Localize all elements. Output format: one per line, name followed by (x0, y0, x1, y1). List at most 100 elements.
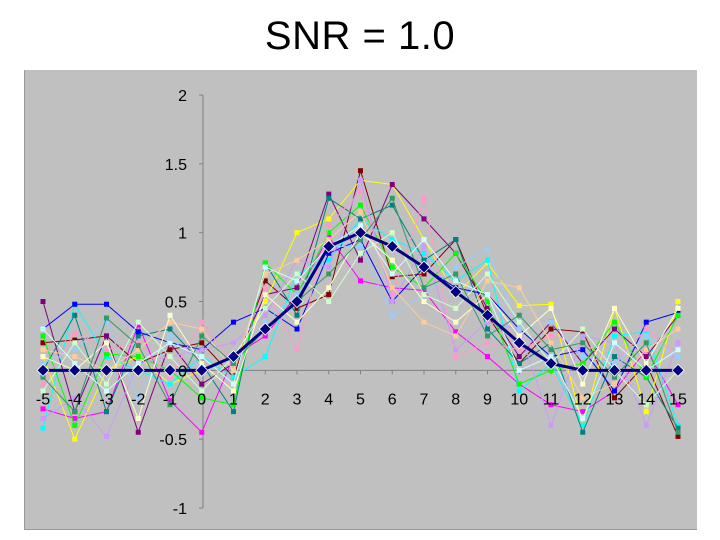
x-tick-label: -4 (68, 391, 82, 408)
series-point (548, 354, 554, 360)
series-point (516, 285, 522, 291)
series-point (453, 237, 459, 243)
series-point (643, 326, 649, 332)
series-point (72, 354, 78, 360)
series-point (262, 271, 268, 277)
series-point (104, 381, 109, 387)
series-point (548, 301, 554, 307)
series-point (262, 264, 268, 270)
series-point (453, 271, 459, 277)
series-point (72, 330, 78, 336)
series-point (421, 243, 427, 249)
x-tick-label: 2 (261, 391, 270, 408)
series-point (294, 285, 300, 291)
y-tick-label: 1 (178, 226, 187, 243)
series-point (548, 333, 554, 339)
series-point (453, 347, 459, 353)
series-point (326, 257, 332, 263)
series-point (262, 354, 268, 360)
series-point (421, 257, 427, 263)
series-point (548, 367, 554, 373)
series-point (643, 402, 649, 408)
series-point (262, 292, 268, 298)
series-point (453, 305, 459, 311)
series-point (262, 312, 268, 318)
series-point (40, 347, 46, 353)
series-point (135, 354, 141, 360)
series-point (453, 264, 459, 270)
x-tick-label: 12 (574, 391, 592, 408)
series-point (135, 360, 141, 366)
series-point (262, 260, 268, 266)
series-point (72, 422, 78, 428)
series-point (612, 388, 617, 394)
series-point (231, 402, 236, 408)
mean-point-diamond (131, 363, 145, 377)
axes (42, 94, 679, 509)
x-tick-label: 7 (420, 391, 429, 408)
series-point (580, 429, 586, 435)
series-point (104, 409, 109, 415)
x-tick-label: 5 (356, 391, 365, 408)
series-point (72, 416, 78, 422)
series-point (104, 351, 109, 357)
series-point (675, 422, 681, 428)
series-point (358, 202, 363, 208)
series-point (40, 388, 46, 394)
series-point (358, 216, 363, 222)
x-tick-label: 3 (293, 391, 302, 408)
series-point (485, 271, 490, 277)
mean-point-diamond (449, 285, 463, 299)
series-point (40, 333, 46, 339)
series-point (326, 191, 332, 197)
series-point (643, 422, 649, 428)
series-point (40, 416, 46, 422)
series-point (294, 271, 300, 277)
x-tick-label: 6 (388, 391, 397, 408)
series-point (516, 347, 522, 353)
series-point (231, 319, 236, 325)
series-point (580, 395, 586, 401)
series-point (675, 429, 681, 435)
series-point (104, 319, 109, 325)
series-point (104, 347, 109, 353)
series-point (421, 299, 427, 304)
series-point (516, 326, 522, 332)
series-point (294, 347, 300, 353)
series-point (199, 381, 205, 387)
series-point (326, 195, 332, 201)
series-point (167, 381, 173, 387)
series-point (485, 278, 490, 284)
series-point (612, 333, 617, 339)
series-point (167, 398, 173, 404)
series-point (453, 319, 459, 325)
series-point (580, 326, 586, 332)
series-point (104, 388, 109, 394)
series-point (231, 374, 236, 380)
series-point (167, 333, 173, 339)
series-point (40, 406, 46, 412)
series-point (675, 354, 681, 360)
series-point (389, 195, 395, 201)
series-point (104, 301, 109, 307)
series-point (453, 278, 459, 284)
mean-series (36, 226, 685, 377)
series-point (485, 305, 490, 311)
series-point (516, 333, 522, 339)
x-tick-label: 15 (669, 391, 687, 408)
series-point (389, 285, 395, 291)
series-point (40, 299, 46, 304)
series-point (104, 333, 109, 339)
series-point (548, 347, 554, 353)
mean-point-diamond (195, 363, 209, 377)
series-point (580, 340, 586, 346)
series-point (199, 347, 205, 353)
x-tick-label: 8 (451, 391, 460, 408)
series-point (675, 347, 681, 353)
series-point (72, 340, 78, 346)
x-tick-label: 4 (324, 391, 333, 408)
x-tick-label: -2 (131, 391, 145, 408)
series-point (199, 340, 205, 346)
series-point (40, 360, 46, 366)
series-point (294, 326, 300, 332)
